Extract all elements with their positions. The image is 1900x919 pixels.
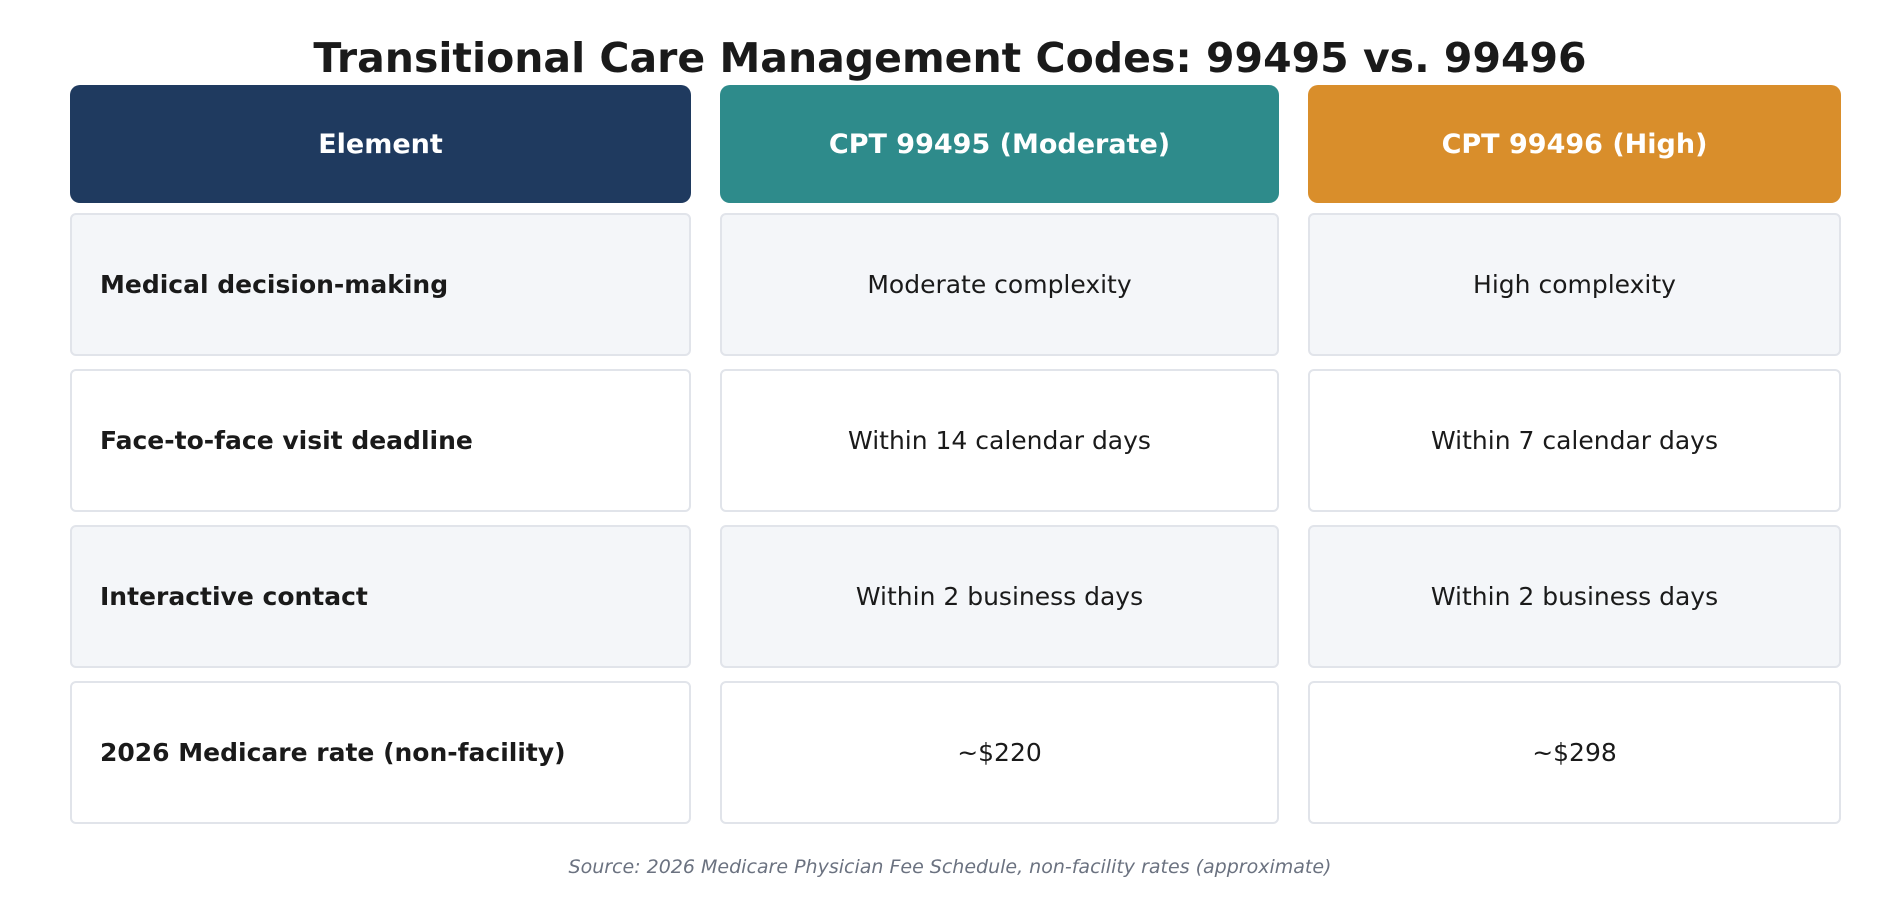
row-face-to-face-deadline-moderate: Within 14 calendar days (720, 369, 1279, 512)
header-cpt-99495: CPT 99495 (Moderate) (720, 85, 1279, 203)
row-medical-decision-making-high: High complexity (1308, 213, 1841, 356)
row-face-to-face-deadline-label: Face-to-face visit deadline (70, 369, 691, 512)
header-cpt-99496: CPT 99496 (High) (1308, 85, 1841, 203)
row-interactive-contact-label: Interactive contact (70, 525, 691, 668)
row-medical-decision-making-moderate: Moderate complexity (720, 213, 1279, 356)
row-medical-decision-making-label: Medical decision-making (70, 213, 691, 356)
source-note: Source: 2026 Medicare Physician Fee Sche… (568, 856, 1332, 878)
row-medicare-rate-moderate: ~$220 (720, 681, 1279, 824)
row-medicare-rate-label: 2026 Medicare rate (non-facility) (70, 681, 691, 824)
row-medicare-rate-high: ~$298 (1308, 681, 1841, 824)
row-interactive-contact-moderate: Within 2 business days (720, 525, 1279, 668)
row-interactive-contact-high: Within 2 business days (1308, 525, 1841, 668)
header-element: Element (70, 85, 691, 203)
page-title: Transitional Care Management Codes: 9949… (313, 34, 1587, 82)
row-face-to-face-deadline-high: Within 7 calendar days (1308, 369, 1841, 512)
